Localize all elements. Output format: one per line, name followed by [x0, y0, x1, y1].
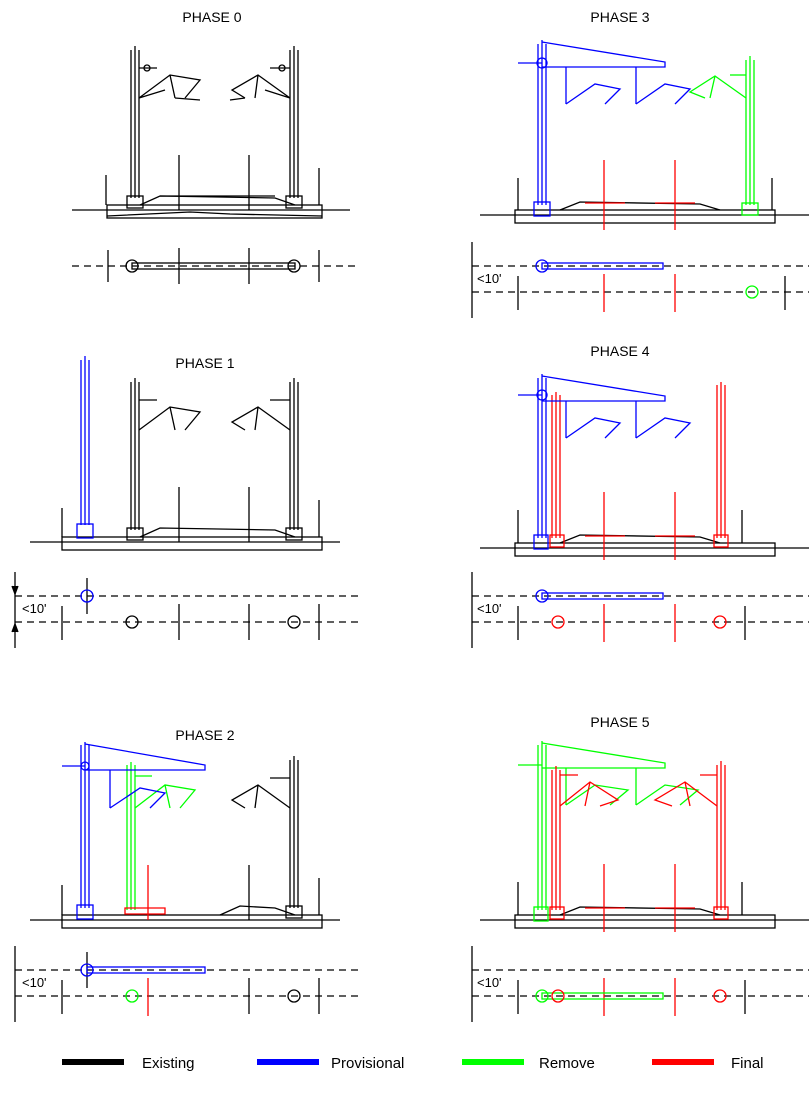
- legend: Existing Provisional Remove Final: [62, 1055, 764, 1072]
- phase-3-panel: PHASE 3: [471, 9, 809, 318]
- phase-2-elevation: [30, 742, 340, 929]
- legend-item-final: Final: [652, 1055, 764, 1072]
- phase-4-plan: [471, 572, 809, 648]
- phase-3-elevation: [480, 40, 809, 230]
- phase-5-plan: [471, 946, 809, 1022]
- legend-swatch-final: [652, 1059, 714, 1065]
- phase-4-dimension: <10': [477, 601, 502, 616]
- phase-2-title: PHASE 2: [175, 727, 234, 743]
- phase-5-title: PHASE 5: [590, 714, 649, 730]
- legend-swatch-provisional: [257, 1059, 319, 1065]
- phase-1-title: PHASE 1: [175, 355, 234, 371]
- phase-2-plan: [14, 946, 360, 1022]
- phase-4-elevation: [480, 374, 809, 560]
- phase-3-title: PHASE 3: [590, 9, 649, 25]
- phase-1-panel: PHASE 1: [11, 355, 360, 648]
- phase-1-elevation: [30, 356, 340, 551]
- phase-2-panel: PHASE 2: [14, 727, 360, 1022]
- legend-item-existing: Existing: [62, 1055, 195, 1072]
- phase-0-plan: [72, 248, 360, 284]
- phase-1-plan: [11, 572, 360, 648]
- phase-3-plan: [471, 242, 809, 318]
- legend-item-remove: Remove: [462, 1055, 595, 1072]
- legend-swatch-remove: [462, 1059, 524, 1065]
- phase-0-elevation: [72, 46, 350, 219]
- phase-4-title: PHASE 4: [590, 343, 649, 359]
- phase-5-panel: PHASE 5: [471, 714, 809, 1022]
- legend-label-provisional: Provisional: [331, 1055, 404, 1072]
- phase-5-dimension: <10': [477, 975, 502, 990]
- phase-2-dimension: <10': [22, 975, 47, 990]
- phase-5-elevation: [480, 741, 809, 932]
- phase-3-dimension: <10': [477, 271, 502, 286]
- phase-0-title: PHASE 0: [182, 9, 241, 25]
- legend-label-remove: Remove: [539, 1055, 595, 1072]
- phase-1-dimension: <10': [22, 601, 47, 616]
- legend-label-final: Final: [731, 1055, 764, 1072]
- legend-item-provisional: Provisional: [257, 1055, 404, 1072]
- phase-4-panel: PHASE 4: [471, 343, 809, 648]
- legend-label-existing: Existing: [142, 1055, 195, 1072]
- phase-0-panel: PHASE 0: [72, 9, 360, 284]
- legend-swatch-existing: [62, 1059, 124, 1065]
